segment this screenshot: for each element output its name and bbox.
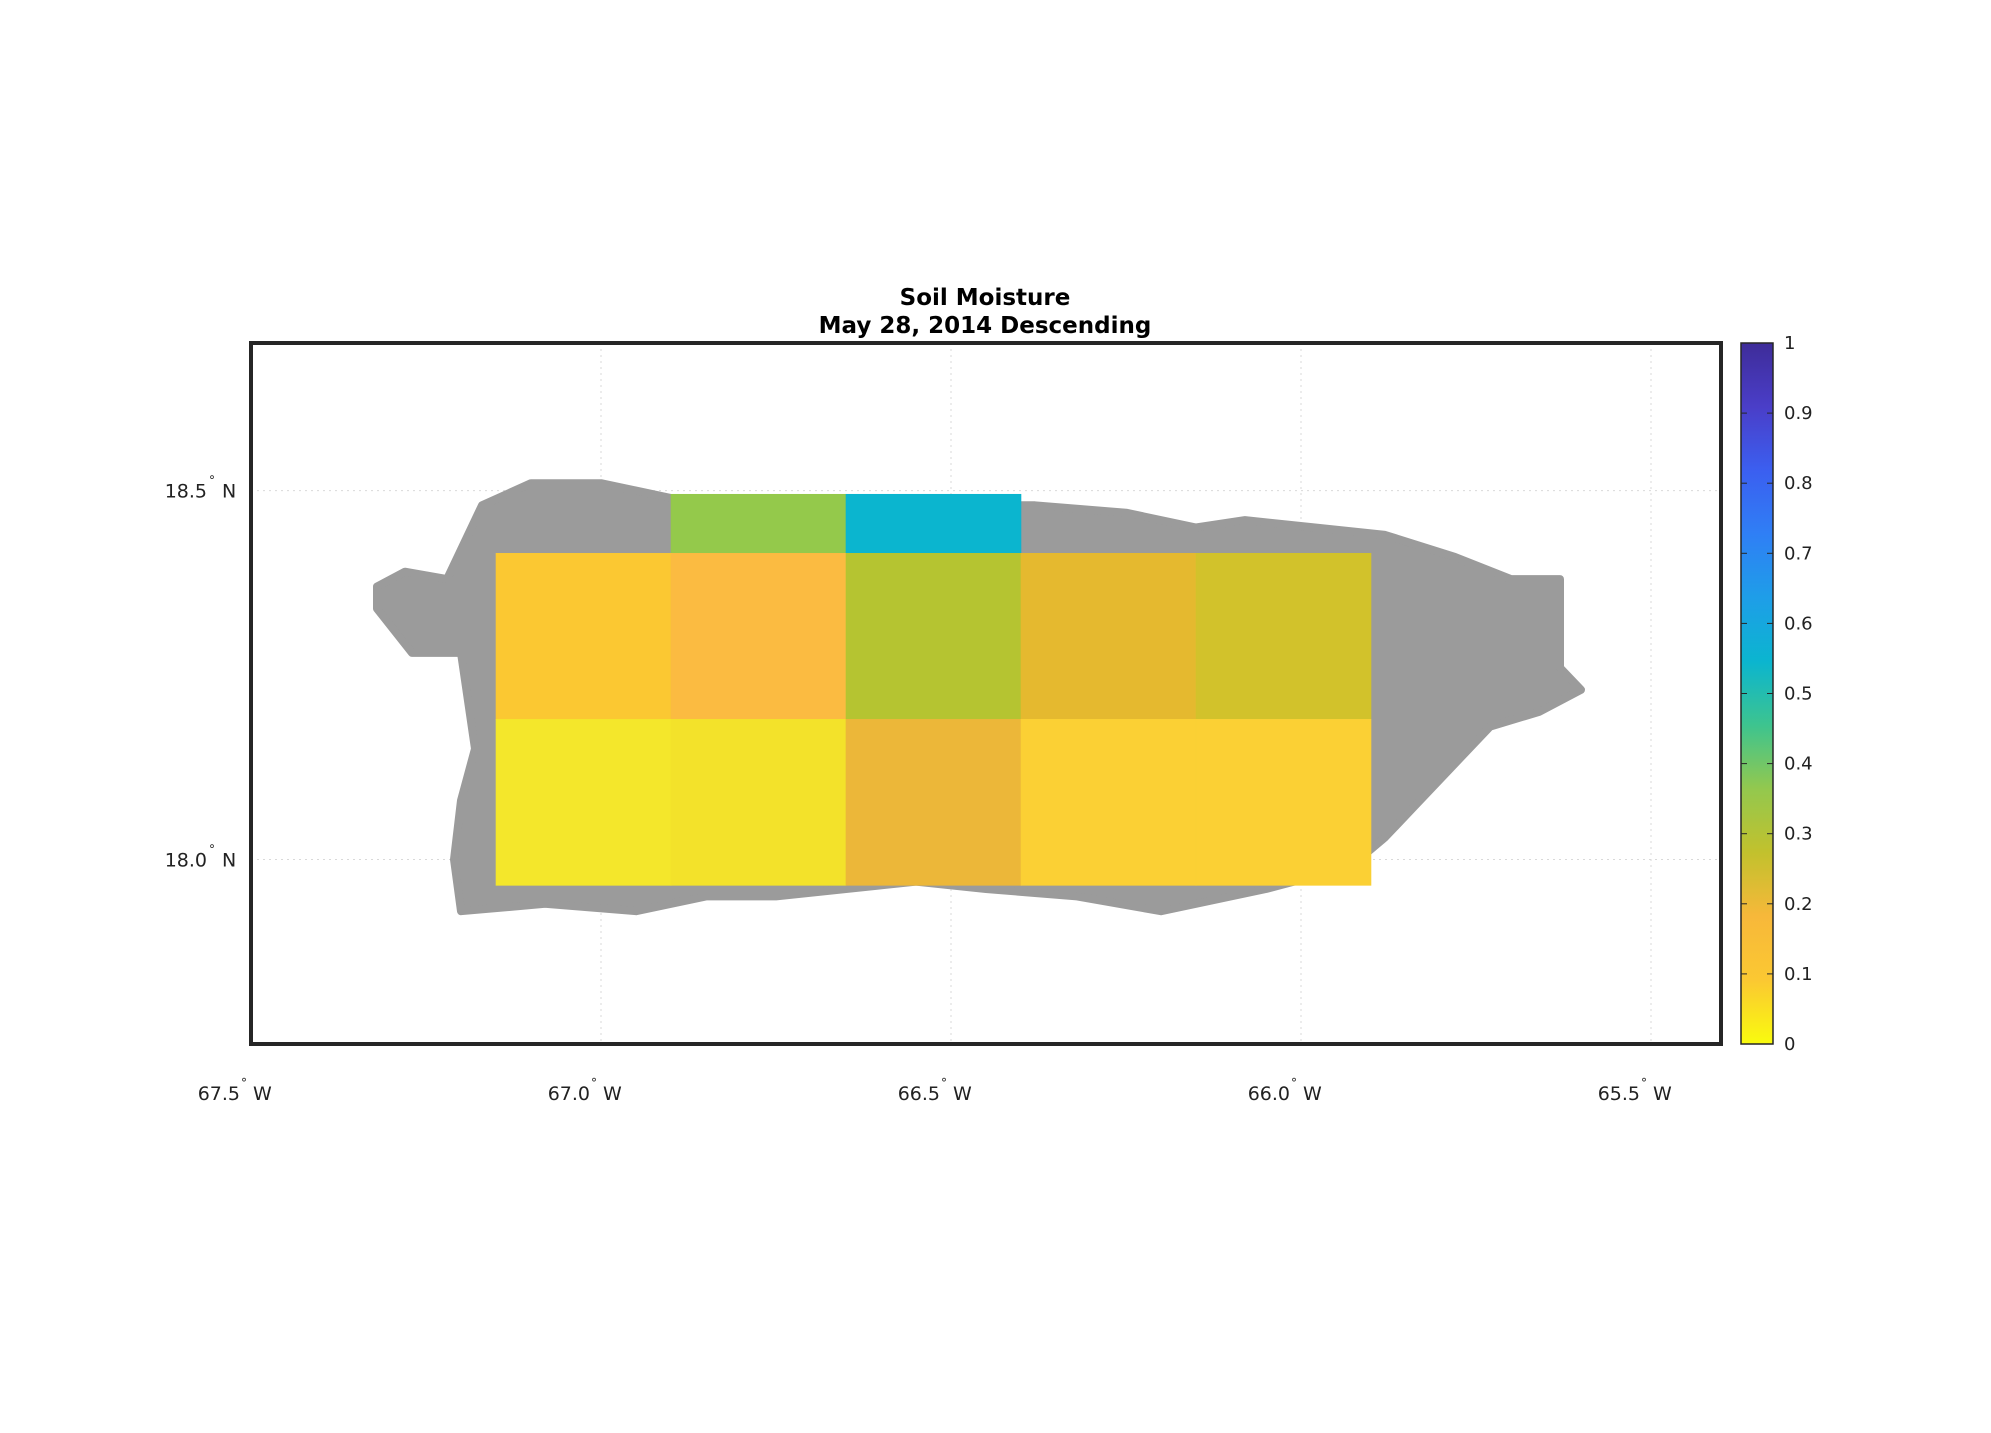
soil-moisture-cell-3 — [670, 552, 847, 720]
chart-title-line2: May 28, 2014 Descending — [819, 313, 1152, 339]
soil-moisture-cell-6 — [1195, 552, 1372, 720]
soil-moisture-cell-7 — [495, 719, 672, 886]
x-tick-value: 67.0 — [548, 1083, 590, 1105]
soil-moisture-cell-8 — [670, 719, 847, 886]
colorbar-ticks: 0 0.1 0.2 0.3 0.4 0.5 0.6 0.7 0.8 0.9 1 — [1741, 333, 1813, 1055]
x-tick-degree: ° — [1641, 1076, 1647, 1090]
colorbar-tick-label: 0.2 — [1784, 894, 1813, 915]
x-tick-degree: ° — [941, 1076, 947, 1090]
chart-title-line1: Soil Moisture — [900, 285, 1071, 311]
soil-moisture-cell-9 — [845, 719, 1022, 886]
y-axis-ticks: 18.5 ° N18.0 ° N — [165, 474, 237, 872]
soil-moisture-cell-1 — [845, 493, 1022, 554]
x-tick-value: 66.0 — [1248, 1083, 1290, 1105]
soil-moisture-cell-2 — [495, 552, 672, 720]
soil-moisture-cells — [495, 493, 1372, 886]
colorbar-tick-label: 0.6 — [1784, 613, 1813, 634]
colorbar-tick-label: 0.5 — [1784, 684, 1813, 705]
y-tick-degree: ° — [209, 474, 215, 488]
colorbar-tick-label: 0.7 — [1784, 543, 1813, 564]
y-tick-value: 18.0 — [165, 850, 207, 872]
x-tick-degree: ° — [241, 1076, 247, 1090]
colorbar-tick-label: 0.8 — [1784, 473, 1813, 494]
x-tick-value: 66.5 — [898, 1083, 940, 1105]
colorbar-tick-label: 0.3 — [1784, 824, 1813, 845]
y-tick-value: 18.5 — [165, 481, 207, 503]
x-tick-value: 67.5 — [198, 1083, 240, 1105]
colorbar-tick-label: 0.4 — [1784, 754, 1813, 775]
x-tick-direction: W — [1653, 1083, 1672, 1105]
y-tick-degree: ° — [209, 843, 215, 857]
colorbar-tick-label: 0.1 — [1784, 964, 1813, 985]
x-tick-direction: W — [603, 1083, 622, 1105]
x-tick-value: 65.5 — [1598, 1083, 1640, 1105]
x-tick-degree: ° — [1291, 1076, 1297, 1090]
soil-moisture-cell-4 — [845, 552, 1022, 720]
plot-frame — [249, 341, 1723, 1046]
grid-lines — [250, 343, 1721, 1044]
soil-moisture-cell-11 — [1195, 719, 1372, 886]
soil-moisture-cell-0 — [670, 493, 847, 554]
y-tick-direction: N — [222, 481, 236, 503]
x-tick-degree: ° — [591, 1076, 597, 1090]
soil-moisture-cell-5 — [1020, 552, 1197, 720]
x-tick-direction: W — [1303, 1083, 1322, 1105]
colorbar-tick-label: 0 — [1784, 1034, 1795, 1055]
x-tick-direction: W — [253, 1083, 272, 1105]
x-axis-ticks: 67.5 ° W 67.0 ° W 66.5 ° W 66.0 ° W 65.5 ° W — [198, 1076, 1672, 1105]
colorbar-tick-label: 0.9 — [1784, 403, 1813, 424]
x-tick-direction: W — [953, 1083, 972, 1105]
y-tick-direction: N — [222, 850, 236, 872]
soil-moisture-cell-10 — [1020, 719, 1197, 886]
colorbar-tick-label: 1 — [1784, 333, 1795, 354]
